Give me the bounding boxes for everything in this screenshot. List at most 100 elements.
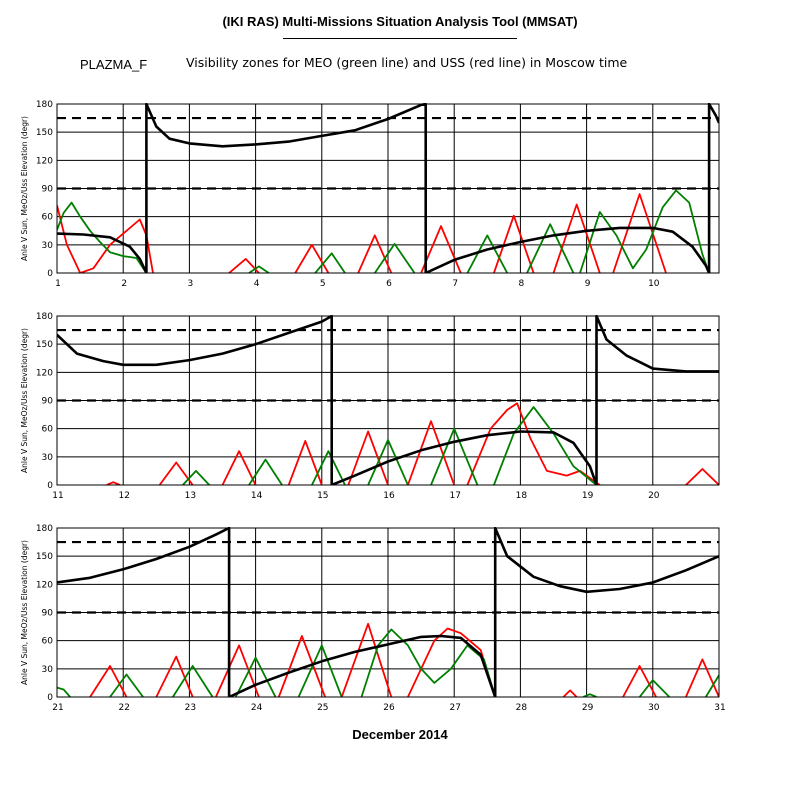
panel-frame: [56, 103, 720, 274]
x-tick-label: 18: [516, 491, 528, 501]
uss-series: [287, 440, 323, 485]
y-tick-label: 90: [42, 185, 54, 195]
meo-series: [248, 265, 270, 273]
uss-series: [622, 665, 657, 697]
uss-series: [347, 430, 389, 485]
panel-frame: [56, 315, 720, 486]
uss-series: [89, 665, 128, 697]
x-tick-label: 10: [648, 279, 660, 289]
angle-v-sun-series: [57, 527, 719, 697]
uss-series: [155, 655, 194, 697]
panel-1: [57, 103, 719, 273]
y-tick-label: 180: [36, 312, 53, 322]
x-tick-label: 7: [452, 279, 458, 289]
meo-series: [374, 243, 416, 273]
uss-series: [106, 481, 121, 485]
y-tick-label: 120: [36, 580, 53, 590]
uss-series: [228, 258, 260, 273]
y-tick-label: 60: [42, 425, 54, 435]
x-tick-label: 15: [317, 491, 328, 501]
x-tick-label: 27: [449, 703, 460, 713]
x-tick-label: 20: [648, 491, 660, 501]
y-axis-label: Anle V Sun, MeOz/Uss Elevation (degr): [20, 116, 29, 261]
meo-series: [248, 458, 283, 485]
meo-series: [311, 450, 346, 485]
y-tick-label: 180: [36, 524, 53, 534]
panel-3: [57, 527, 786, 698]
x-tick-label: 9: [585, 279, 591, 289]
y-tick-label: 90: [42, 609, 54, 619]
y-tick-label: 180: [36, 100, 53, 110]
meo-series: [579, 189, 710, 273]
y-tick-label: 120: [36, 156, 53, 166]
uss-series: [277, 635, 326, 697]
y-tick-label: 30: [42, 453, 54, 463]
meo-series: [582, 693, 597, 697]
x-tick-label: 17: [449, 491, 460, 501]
meo-series: [769, 674, 786, 698]
meo-series: [109, 673, 144, 697]
y-tick-label: 150: [36, 128, 53, 138]
x-tick-label: 16: [383, 491, 395, 501]
meo-series: [360, 628, 497, 697]
y-axis-label: Anle V Sun, MeOz/Uss Elevation (degr): [20, 328, 29, 473]
x-tick-label: 25: [317, 703, 328, 713]
meo-series: [182, 470, 210, 485]
meo-series: [314, 252, 346, 273]
uss-series: [685, 468, 719, 485]
y-tick-label: 90: [42, 397, 54, 407]
meo-series: [234, 656, 277, 697]
uss-series: [552, 203, 601, 273]
x-tick-label: 11: [52, 491, 63, 501]
x-tick-label: 8: [519, 279, 525, 289]
y-tick-label: 60: [42, 637, 54, 647]
uss-series: [158, 461, 194, 485]
satellite-label: PLAZMA_F: [80, 57, 148, 72]
meo-series: [638, 679, 671, 697]
uss-series: [420, 225, 462, 273]
y-tick-label: 30: [42, 665, 54, 675]
x-tick-label: 13: [185, 491, 196, 501]
x-tick-label: 30: [648, 703, 660, 713]
x-tick-label: 19: [582, 491, 594, 501]
meo-series: [367, 439, 409, 485]
x-tick-label: 2: [121, 279, 127, 289]
meo-series: [430, 427, 479, 485]
x-tick-label: 14: [251, 491, 263, 501]
uss-series: [562, 689, 578, 697]
uss-series: [466, 402, 601, 485]
y-tick-label: 150: [36, 340, 53, 350]
x-tick-label: 12: [118, 491, 129, 501]
panel-frame: [56, 527, 720, 698]
meo-series: [466, 234, 508, 273]
meo-series: [705, 673, 719, 697]
meo-series: [57, 201, 148, 273]
x-tick-label: 5: [320, 279, 326, 289]
x-tick-label: 6: [386, 279, 392, 289]
uss-series: [493, 214, 535, 273]
x-tick-label: 26: [383, 703, 395, 713]
panel-2: [57, 315, 719, 485]
uss-series: [57, 205, 154, 273]
x-tick-label: 22: [118, 703, 129, 713]
y-tick-label: 60: [42, 213, 54, 223]
uss-series: [685, 658, 719, 697]
y-tick-label: 0: [47, 693, 53, 703]
y-tick-label: 0: [47, 481, 53, 491]
x-tick-label: 4: [254, 279, 260, 289]
meo-series: [57, 686, 71, 697]
uss-series: [294, 243, 330, 273]
uss-series: [221, 450, 257, 485]
x-tick-label: 24: [251, 703, 263, 713]
y-tick-label: 150: [36, 552, 53, 562]
y-tick-label: 30: [42, 241, 54, 251]
x-tick-label: 3: [188, 279, 194, 289]
uss-series: [612, 193, 667, 273]
y-tick-label: 120: [36, 368, 53, 378]
angle-v-sun-series: [57, 315, 719, 485]
x-tick-label: 28: [516, 703, 528, 713]
meo-series: [172, 665, 214, 697]
x-axis-label: December 2014: [352, 727, 448, 742]
uss-series: [340, 622, 393, 697]
